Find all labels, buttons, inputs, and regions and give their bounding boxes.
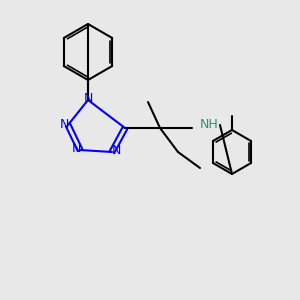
- Text: NH: NH: [200, 118, 219, 131]
- Text: N: N: [71, 142, 81, 154]
- Text: N: N: [59, 118, 69, 131]
- Text: N: N: [111, 143, 121, 157]
- Text: N: N: [83, 92, 93, 104]
